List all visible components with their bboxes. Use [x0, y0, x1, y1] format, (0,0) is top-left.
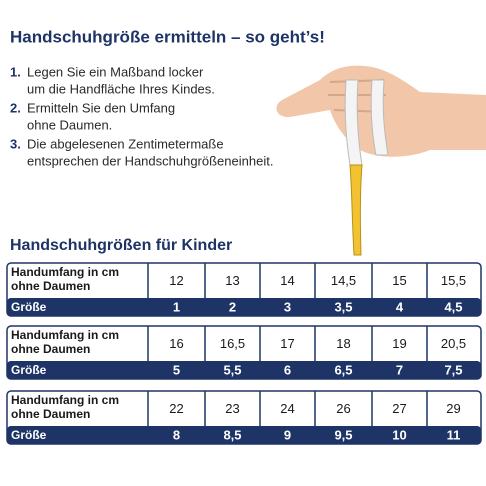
- row-label: ohne Daumen: [11, 407, 90, 421]
- size-value: 1: [173, 299, 180, 314]
- size-value: 3,5: [334, 299, 352, 314]
- size-value: 6,5: [334, 362, 352, 377]
- size-label: Größe: [11, 428, 47, 442]
- size-value: 7: [396, 362, 403, 377]
- title: Handschuhgröße ermitteln – so geht’s!: [10, 27, 325, 46]
- circumference-value: 12: [169, 273, 183, 288]
- size-value: 11: [447, 427, 461, 442]
- row-label: Handumfang in cm: [11, 393, 119, 407]
- size-row-bg: [7, 426, 481, 444]
- size-row-bg: [7, 298, 481, 316]
- size-value: 6: [284, 362, 291, 377]
- circumference-value: 29: [446, 401, 460, 416]
- circumference-value: 20,5: [441, 336, 466, 351]
- step-number: 1.: [10, 64, 21, 79]
- step-text: Legen Sie ein Maßband locker: [27, 64, 204, 79]
- step-text: um die Handfläche Ihres Kindes.: [27, 81, 215, 96]
- step-number: 2.: [10, 100, 21, 115]
- table-title: Handschuhgrößen für Kinder: [10, 237, 232, 254]
- size-row-bg: [7, 361, 481, 379]
- circumference-value: 14,5: [331, 273, 356, 288]
- size-value: 9: [284, 427, 291, 442]
- size-label: Größe: [11, 300, 47, 314]
- circumference-value: 13: [225, 273, 239, 288]
- step-text: ohne Daumen.: [27, 117, 112, 132]
- circumference-value: 23: [225, 401, 239, 416]
- size-value: 9,5: [334, 427, 352, 442]
- block-border: [6, 325, 482, 380]
- step-number: 3.: [10, 136, 21, 151]
- circumference-value: 16: [169, 336, 183, 351]
- step-text: Ermitteln Sie den Umfang: [27, 100, 175, 115]
- size-value: 2: [229, 299, 236, 314]
- size-value: 8: [173, 427, 180, 442]
- block-border: [6, 262, 482, 317]
- circumference-value: 17: [280, 336, 294, 351]
- row-label: Handumfang in cm: [11, 265, 119, 279]
- circumference-value: 18: [336, 336, 350, 351]
- size-value: 4,5: [444, 299, 462, 314]
- size-value: 4: [396, 299, 404, 314]
- size-value: 8,5: [223, 427, 241, 442]
- hand-illustration: [276, 65, 486, 256]
- size-value: 5: [173, 362, 180, 377]
- step-text: entsprechen der Handschuhgrößeneinheit.: [27, 153, 273, 168]
- circumference-value: 16,5: [220, 336, 245, 351]
- size-value: 7,5: [444, 362, 462, 377]
- circumference-value: 15: [392, 273, 406, 288]
- size-value: 5,5: [223, 362, 241, 377]
- size-label: Größe: [11, 363, 47, 377]
- row-label: ohne Daumen: [11, 279, 90, 293]
- circumference-value: 14: [280, 273, 294, 288]
- circumference-value: 15,5: [441, 273, 466, 288]
- row-label: Handumfang in cm: [11, 328, 119, 342]
- block-border: [6, 390, 482, 445]
- circumference-value: 22: [169, 401, 183, 416]
- circumference-value: 27: [392, 401, 406, 416]
- circumference-value: 24: [280, 401, 294, 416]
- step-text: Die abgelesenen Zentimetermaße: [27, 136, 224, 151]
- size-value: 10: [392, 427, 406, 442]
- circumference-value: 26: [336, 401, 350, 416]
- row-label: ohne Daumen: [11, 342, 90, 356]
- size-value: 3: [284, 299, 291, 314]
- circumference-value: 19: [392, 336, 406, 351]
